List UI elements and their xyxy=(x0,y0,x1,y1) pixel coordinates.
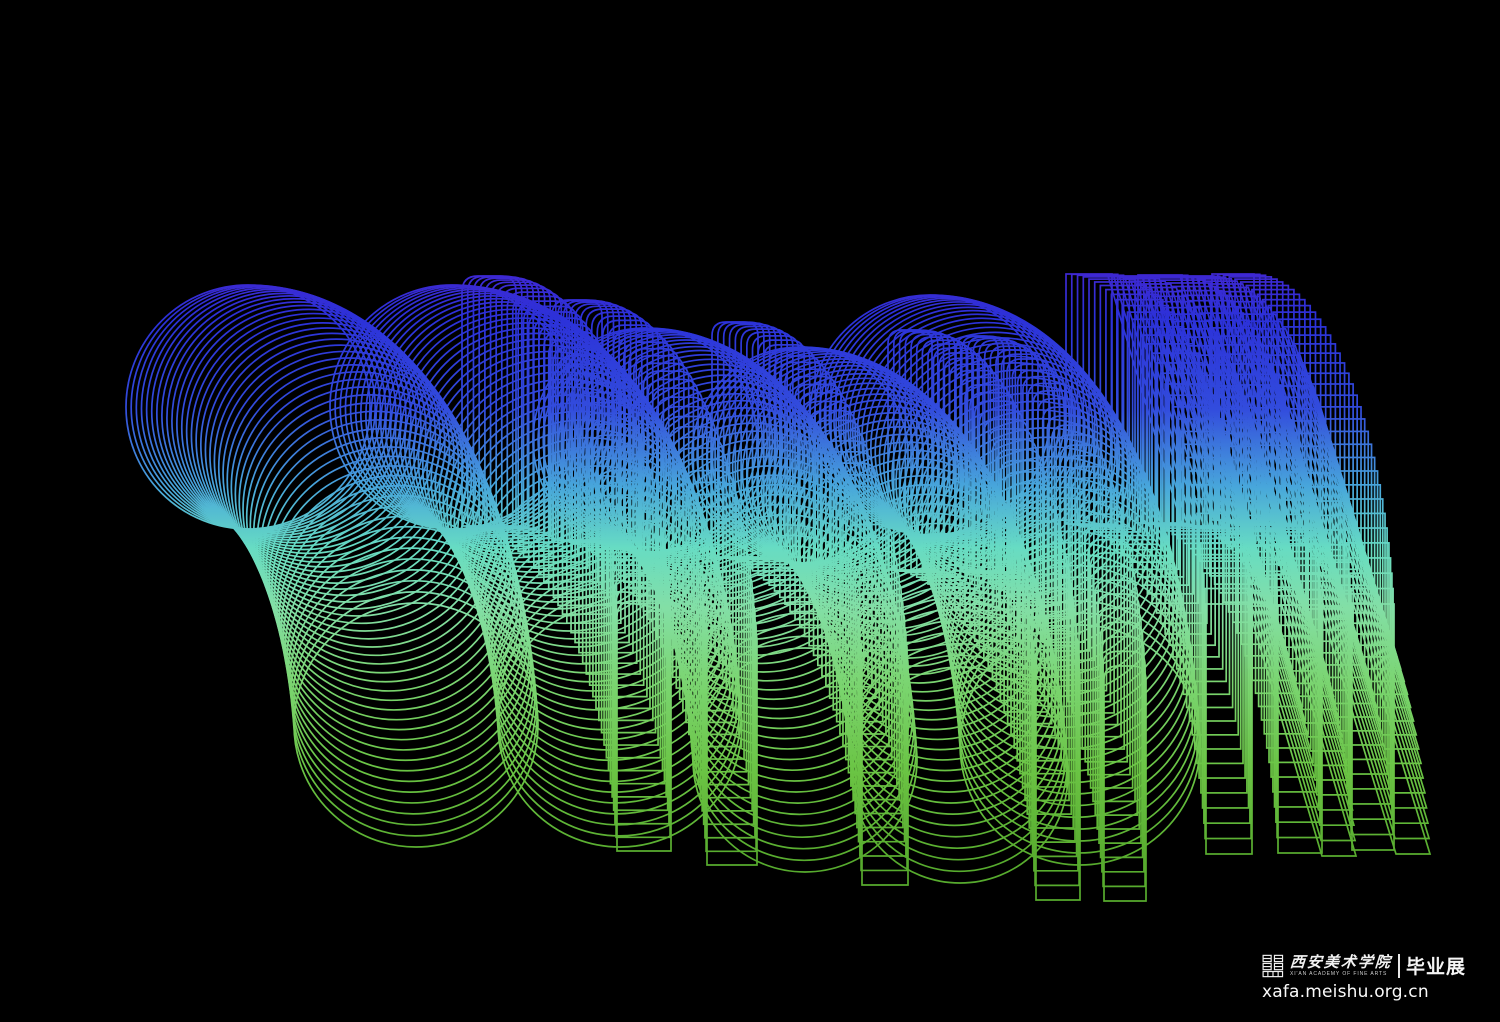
watermark-divider xyxy=(1397,953,1400,978)
watermark-website-url: xafa.meishu.org.cn xyxy=(1261,982,1429,1002)
exhibition-label: 毕业展 xyxy=(1405,956,1466,978)
watermark-identity-row: 西安美术学院 XI'AN ACADEMY OF FINE ARTS 毕业展 xyxy=(1262,952,1466,979)
academy-name-en: XI'AN ACADEMY OF FINE ARTS xyxy=(1289,970,1388,977)
academy-name-block: 西安美术学院 XI'AN ACADEMY OF FINE ARTS xyxy=(1289,952,1393,977)
academy-name-cn: 西安美术学院 xyxy=(1289,952,1393,971)
watermark: 西安美术学院 XI'AN ACADEMY OF FINE ARTS 毕业展 xa… xyxy=(1261,952,1466,1003)
academy-seal-icon xyxy=(1262,954,1284,977)
